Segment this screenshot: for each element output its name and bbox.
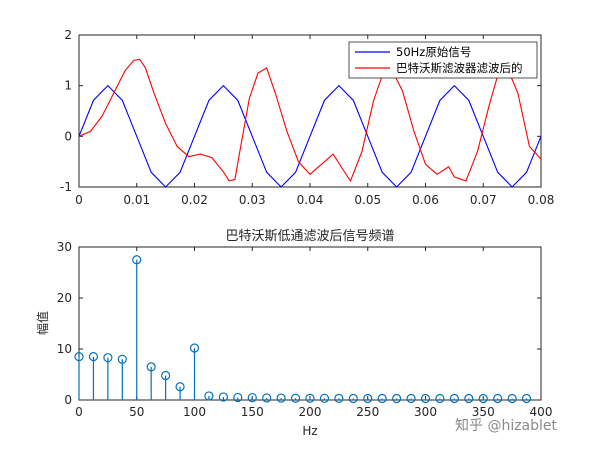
top-plot-legend: 50Hz原始信号 巴特沃斯滤波器滤波后的 (348, 41, 538, 79)
y-tick-label: 0 (64, 393, 72, 407)
bottom-plot-stems (74, 255, 532, 404)
stem-marker (449, 393, 459, 404)
y-tick-label: 20 (57, 291, 72, 305)
bottom-plot-title: 巴特沃斯低通滤波后信号频谱 (225, 229, 394, 244)
bottom-plot-xlabel: Hz (302, 424, 317, 438)
x-tick-label: 100 (183, 405, 206, 419)
stem-marker (392, 393, 402, 404)
y-tick-label: 1 (64, 79, 72, 93)
legend-box (348, 41, 538, 79)
y-tick-label: 0 (64, 129, 72, 143)
stem-marker (305, 393, 315, 403)
watermark: 知乎 @hizablet (455, 417, 558, 434)
x-tick-label: 0.06 (412, 193, 439, 207)
stem-marker (146, 362, 156, 372)
stem-marker (290, 393, 301, 403)
stem-marker (464, 393, 474, 404)
stem-marker (363, 393, 373, 404)
x-tick-label: 250 (356, 405, 379, 419)
stem-marker (478, 393, 488, 404)
bottom-plot-frame (78, 246, 542, 401)
stem-marker (262, 393, 272, 403)
stem-marker (74, 352, 84, 362)
x-tick-label: 50 (129, 405, 144, 419)
x-tick-label: 0 (75, 405, 83, 419)
stem-marker (420, 393, 431, 404)
bottom-plot-ticks: 0 50 100 150 200 250 300 350 400 0 10 20 30 (57, 240, 553, 419)
stem-marker (189, 343, 200, 353)
stem-marker (204, 391, 214, 401)
stem-marker (247, 393, 257, 403)
x-tick-label: 350 (472, 405, 495, 419)
x-tick-label: 0.08 (528, 193, 555, 207)
x-tick-label: 400 (530, 405, 553, 419)
x-tick-label: 0.02 (181, 193, 208, 207)
bottom-plot-ylabel: 幅值 (35, 311, 50, 335)
stem-marker (103, 353, 113, 363)
top-plot-series (78, 58, 542, 188)
stem-marker (175, 382, 185, 392)
y-tick-label: -1 (60, 180, 72, 194)
legend-label-original: 50Hz原始信号 (396, 45, 471, 59)
stem-marker (348, 393, 358, 404)
y-tick-label: 2 (64, 28, 72, 42)
stem-marker (521, 393, 532, 404)
stem-marker (88, 352, 99, 362)
stem-marker (435, 393, 445, 404)
series-line-filtered (78, 58, 542, 183)
stem-marker (161, 370, 171, 381)
stem-marker (233, 392, 243, 403)
x-tick-label: 0.04 (297, 193, 324, 207)
x-tick-label: 0 (75, 193, 83, 207)
stem-marker (218, 392, 228, 402)
x-tick-label: 0.07 (470, 193, 497, 207)
stem-marker (319, 393, 330, 403)
x-tick-label: 0.05 (354, 193, 381, 207)
y-tick-label: 10 (57, 342, 72, 356)
stem-marker (507, 393, 517, 404)
x-tick-label: 300 (414, 405, 437, 419)
stem-marker (493, 393, 503, 404)
x-tick-label: 150 (241, 405, 264, 419)
stem-marker (406, 393, 416, 404)
x-tick-label: 0.03 (239, 193, 266, 207)
legend-label-filtered: 巴特沃斯滤波器滤波后的 (396, 61, 523, 75)
series-line-original (78, 84, 542, 188)
x-tick-label: 200 (299, 405, 322, 419)
stem-marker (334, 393, 344, 403)
x-tick-label: 0.01 (123, 193, 150, 207)
y-tick-label: 30 (57, 240, 72, 254)
stem-marker (377, 393, 387, 404)
stem-marker (132, 255, 142, 265)
stem-marker (117, 354, 127, 364)
bottom-plot: 巴特沃斯低通滤波后信号频谱 0 50 100 150 200 250 300 350 400 0 1… (35, 229, 552, 438)
stem-marker (276, 393, 286, 403)
